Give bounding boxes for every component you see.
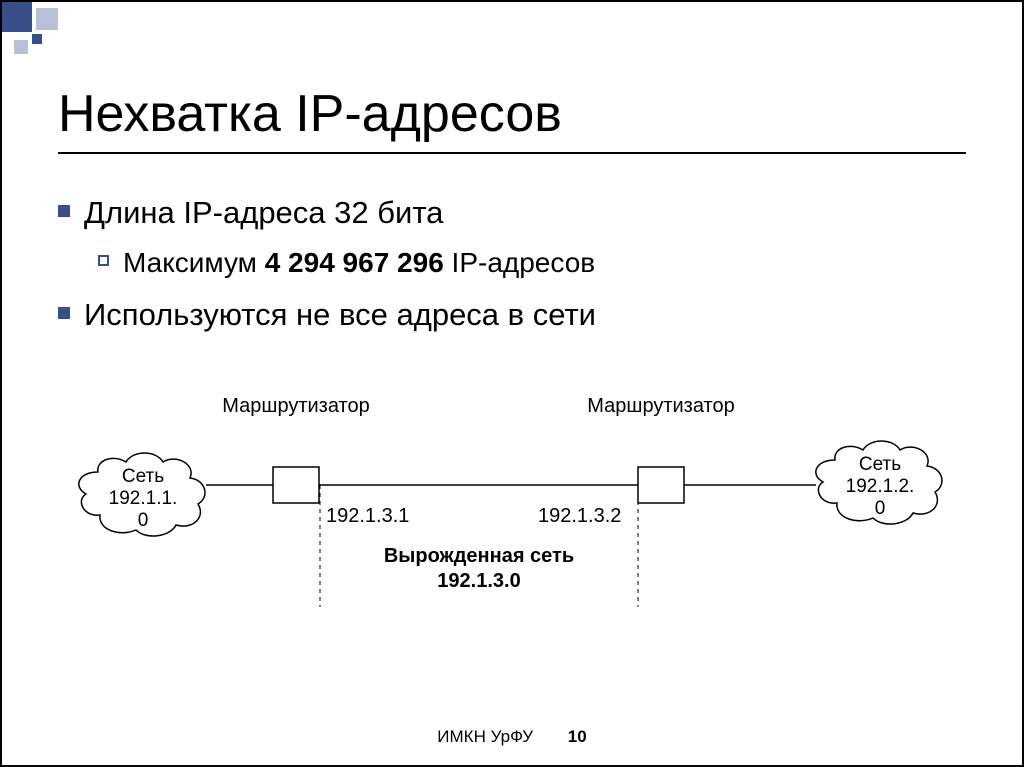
diagram-svg: Сеть 192.1.1. 0 Сеть 192.1.2. 0 Маршрути… — [58, 382, 966, 642]
bullet-1-text: Длина IP-адреса 32 бита — [84, 192, 443, 234]
bullet-2-bold: 4 294 967 296 — [265, 247, 444, 278]
ip-right: 192.1.3.2 — [538, 505, 621, 527]
footer: ИМКН УрФУ 10 — [2, 727, 1022, 747]
bullet-2-prefix: Максимум — [123, 247, 265, 278]
square-3 — [14, 40, 28, 54]
bullet-icon — [58, 205, 70, 217]
square-2 — [36, 8, 58, 30]
cloud-left-line2: 192.1.1. — [109, 488, 178, 509]
bullet-3: Используются не все адреса в сети — [58, 294, 966, 336]
cloud-right-line3: 0 — [875, 498, 886, 519]
slide-title: Нехватка IP-адресов — [58, 84, 562, 144]
bullet-2-text: Максимум 4 294 967 296 IP-адресов — [123, 244, 595, 282]
degenerate-label-2: 192.1.3.0 — [437, 570, 520, 592]
cloud-right-line2: 192.1.2. — [846, 476, 915, 497]
bullet-icon-hollow — [98, 255, 109, 266]
square-1 — [2, 2, 32, 32]
cloud-left-line3: 0 — [138, 510, 149, 531]
cloud-left-line1: Сеть — [122, 466, 164, 487]
bullet-2: Максимум 4 294 967 296 IP-адресов — [98, 244, 966, 282]
router-left — [273, 467, 319, 503]
network-diagram: Сеть 192.1.1. 0 Сеть 192.1.2. 0 Маршрути… — [58, 382, 966, 642]
bullet-2-suffix: IP-адресов — [444, 247, 595, 278]
cloud-right-line1: Сеть — [859, 454, 901, 475]
footer-page: 10 — [568, 727, 587, 746]
title-underline — [58, 152, 966, 154]
router-left-label: Маршрутизатор — [222, 395, 369, 417]
degenerate-label-1: Вырожденная сеть — [384, 545, 574, 567]
ip-left: 192.1.3.1 — [326, 505, 409, 527]
slide-content: Длина IP-адреса 32 бита Максимум 4 294 9… — [58, 192, 966, 345]
router-right-label: Маршрутизатор — [587, 395, 734, 417]
square-4 — [32, 34, 42, 44]
cloud-left: Сеть 192.1.1. 0 — [79, 453, 205, 536]
bullet-3-text: Используются не все адреса в сети — [84, 294, 596, 336]
router-right — [638, 467, 684, 503]
bullet-icon — [58, 307, 70, 319]
bullet-1: Длина IP-адреса 32 бита — [58, 192, 966, 234]
cloud-right: Сеть 192.1.2. 0 — [816, 441, 942, 524]
footer-org: ИМКН УрФУ — [437, 727, 533, 746]
